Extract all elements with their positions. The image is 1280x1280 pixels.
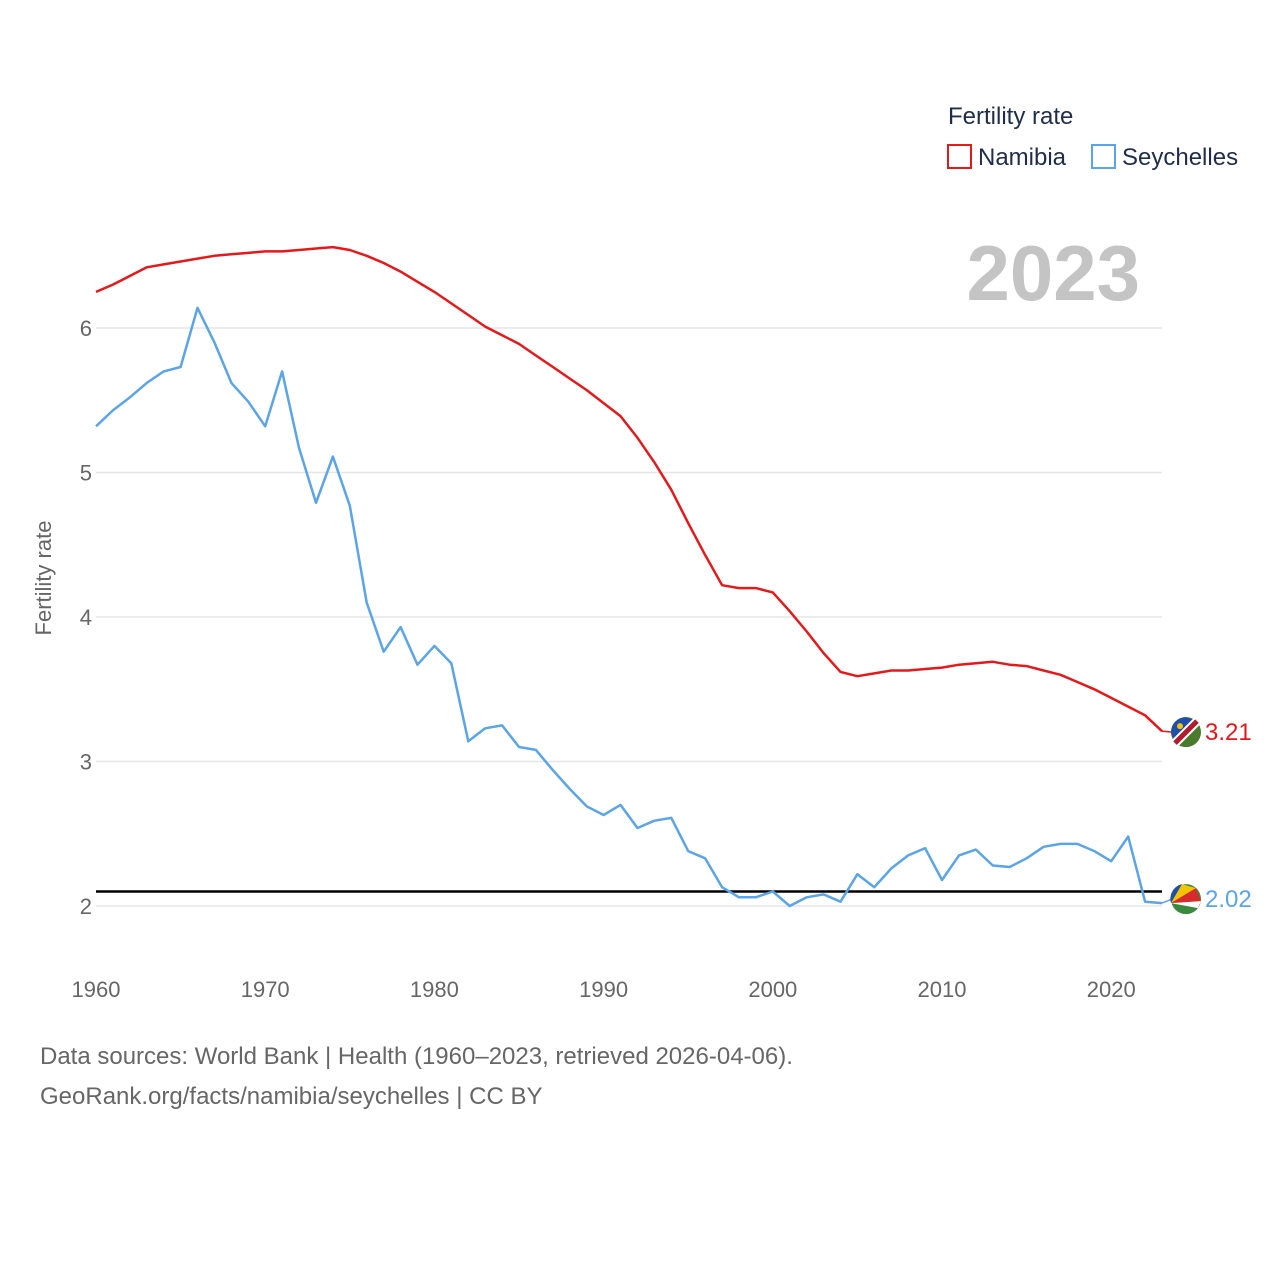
x-tick-label: 1980	[410, 977, 459, 1002]
source-line-1: Data sources: World Bank | Health (1960–…	[40, 1043, 793, 1070]
x-tick-label: 2010	[918, 977, 967, 1002]
year-label: 2023	[966, 229, 1140, 317]
y-tick-label: 6	[80, 316, 92, 341]
x-tick-label: 1970	[241, 977, 290, 1002]
grid-layer	[96, 327, 1162, 907]
legend-label-namibia: Namibia	[978, 144, 1067, 171]
legend-label-seychelles: Seychelles	[1122, 144, 1238, 171]
end-markers-layer: 3.21 2.02	[1161, 717, 1252, 915]
source-line-2: GeoRank.org/facts/namibia/seychelles | C…	[40, 1083, 543, 1110]
legend: Fertility rate Namibia Seychelles	[947, 103, 1238, 171]
y-axis-title: Fertility rate	[31, 521, 56, 636]
series-layer	[95, 245, 1163, 908]
y-tick-label: 4	[80, 605, 92, 630]
series-line-seychelles[interactable]	[95, 306, 1163, 908]
end-value-label-namibia: 3.21	[1205, 719, 1252, 746]
legend-swatch-seychelles	[1091, 144, 1116, 169]
y-tick-label: 2	[80, 894, 92, 919]
flag-badge-seychelles	[1161, 884, 1201, 915]
legend-swatch-namibia	[947, 144, 972, 169]
legend-title: Fertility rate	[948, 103, 1073, 130]
legend-item-seychelles[interactable]: Seychelles	[1091, 144, 1238, 171]
x-tick-label: 1960	[72, 977, 121, 1002]
x-tick-label: 1990	[579, 977, 628, 1002]
x-tick-label: 2020	[1087, 977, 1136, 1002]
y-tick-label: 5	[80, 461, 92, 486]
axis-layer: 2 3 4 5 6 1960 1970 1980 1990 2000 2010 2020	[72, 316, 1136, 1002]
x-tick-label: 2000	[748, 977, 797, 1002]
y-tick-label: 3	[80, 750, 92, 775]
fertility-rate-chart: 3.21 2.02 2 3 4 5 6 1960 1970 1980 1990 2000 2010 20…	[31, 103, 1252, 1002]
end-value-label-seychelles: 2.02	[1205, 886, 1252, 913]
legend-item-namibia[interactable]: Namibia	[947, 144, 1067, 171]
series-line-namibia[interactable]	[95, 245, 1163, 733]
flag-badge-namibia	[1161, 717, 1201, 748]
